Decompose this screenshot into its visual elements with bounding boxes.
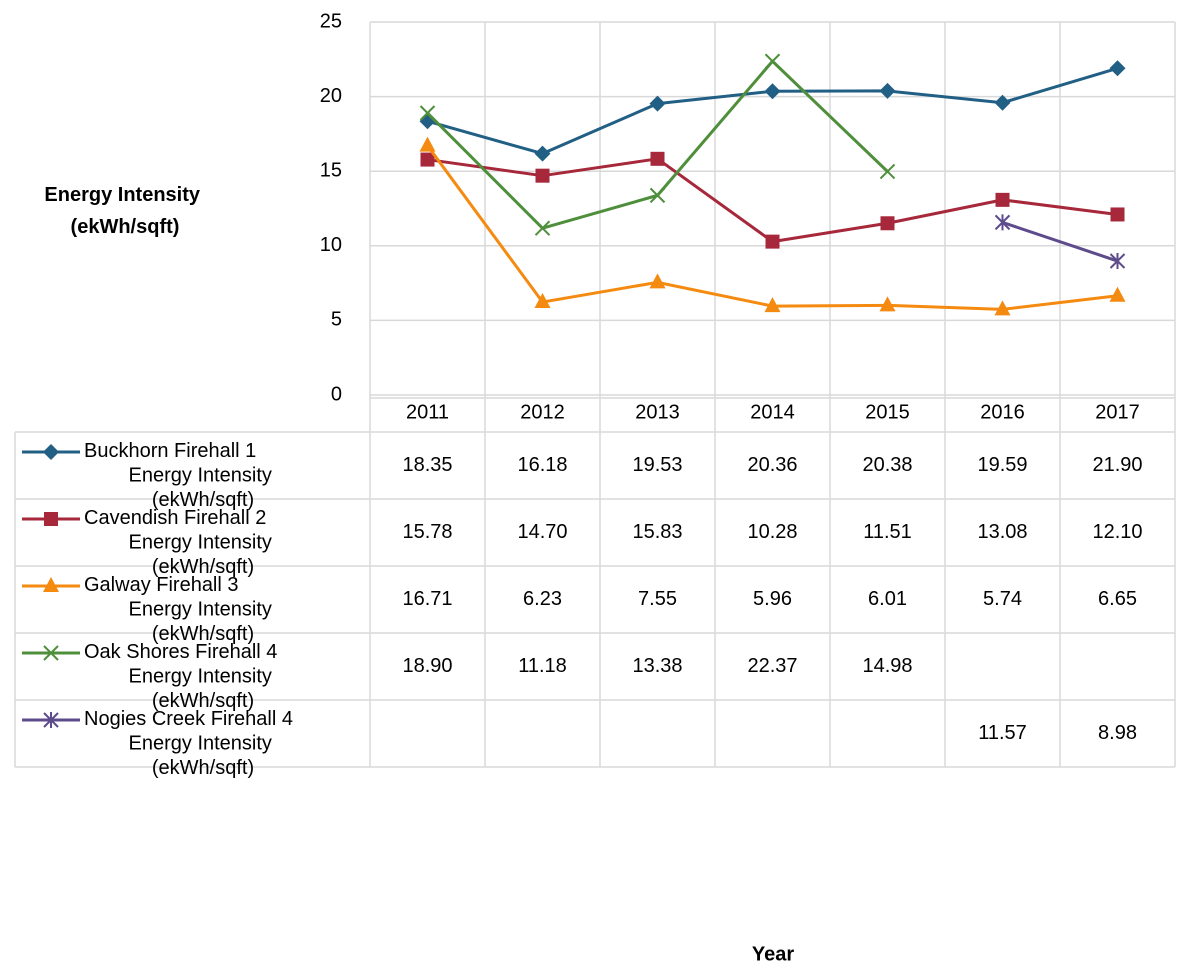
table-value: 14.70 [517, 521, 567, 543]
x-tick-label: 2015 [865, 401, 910, 423]
marker [764, 297, 781, 313]
x-tick-label: 2014 [750, 401, 795, 423]
table-value: 20.38 [862, 454, 912, 476]
table-value: 20.36 [747, 454, 797, 476]
table-value: 16.71 [402, 588, 452, 610]
x-tick-label: 2017 [1095, 401, 1140, 423]
table-value: 18.90 [402, 655, 452, 677]
marker [534, 293, 551, 309]
marker [1110, 207, 1125, 222]
marker [44, 512, 58, 526]
table-value: 22.37 [747, 655, 797, 677]
table-value: 16.18 [517, 454, 567, 476]
legend-label: Galway Firehall 3 Energy Intensity (ekWh… [84, 574, 277, 645]
marker [994, 214, 1011, 231]
table-value: 15.78 [402, 521, 452, 543]
series-line [1002, 220, 1118, 263]
table-value: 7.55 [638, 588, 677, 610]
table-value: 12.10 [1092, 521, 1142, 543]
table-value: 14.98 [862, 655, 912, 677]
x-tick-label: 2016 [980, 401, 1025, 423]
y-axis-title: Energy Intensity (ekWh/sqft) [44, 184, 205, 238]
marker [43, 577, 59, 592]
legend-label: Oak Shores Firehall 4 Energy Intensity (… [84, 641, 283, 712]
table-value: 19.59 [977, 454, 1027, 476]
table-value: 13.08 [977, 521, 1027, 543]
table-value: 11.18 [518, 655, 567, 677]
marker [764, 83, 781, 100]
y-tick-label: 5 [331, 309, 342, 331]
x-tick-label: 2012 [520, 401, 565, 423]
marker [765, 234, 780, 249]
marker [995, 192, 1010, 207]
table-value: 6.01 [868, 588, 907, 610]
table-value: 18.35 [402, 454, 452, 476]
marker [879, 296, 896, 312]
marker [420, 152, 435, 167]
marker [43, 444, 59, 460]
table-value: 19.53 [632, 454, 682, 476]
marker [649, 273, 666, 289]
marker [649, 95, 666, 112]
series-line [426, 59, 889, 230]
marker [879, 82, 896, 99]
table-value: 11.57 [978, 722, 1027, 744]
marker [1109, 286, 1126, 302]
marker [994, 94, 1011, 111]
marker [650, 151, 665, 166]
marker [535, 168, 550, 183]
x-axis-title: Year [752, 943, 794, 965]
y-tick-label: 25 [320, 10, 342, 32]
marker [43, 712, 59, 728]
table-value: 6.23 [523, 588, 562, 610]
marker [879, 163, 896, 180]
marker [764, 53, 781, 69]
y-tick-label: 15 [320, 159, 342, 181]
y-tick-label: 20 [320, 85, 342, 107]
marker [534, 145, 551, 162]
table-value: 13.38 [632, 655, 682, 677]
table-value: 8.98 [1098, 722, 1137, 744]
y-tick-label: 10 [320, 234, 342, 256]
marker [43, 645, 59, 661]
table-value: 11.51 [863, 521, 912, 543]
y-tick-label: 0 [331, 383, 342, 405]
legend-label: Buckhorn Firehall 1 Energy Intensity (ek… [84, 440, 277, 511]
table-value: 5.96 [753, 588, 792, 610]
marker [994, 300, 1011, 316]
table-value: 15.83 [632, 521, 682, 543]
marker [880, 216, 895, 231]
legend-label: Nogies Creek Firehall 4 Energy Intensity… [84, 708, 299, 779]
legend-label: Cavendish Firehall 2 Energy Intensity (e… [84, 507, 277, 578]
table-value: 10.28 [747, 521, 797, 543]
marker [1109, 253, 1126, 270]
marker [419, 136, 436, 152]
table-value: 6.65 [1098, 588, 1137, 610]
marker [419, 113, 436, 130]
marker [419, 105, 436, 121]
marker [534, 220, 551, 236]
table-value: 21.90 [1092, 454, 1142, 476]
series-line [427, 66, 1118, 156]
marker [649, 187, 666, 204]
x-tick-label: 2011 [406, 401, 449, 423]
marker [1109, 60, 1126, 77]
table-value: 5.74 [983, 588, 1022, 610]
x-tick-label: 2013 [635, 401, 680, 423]
